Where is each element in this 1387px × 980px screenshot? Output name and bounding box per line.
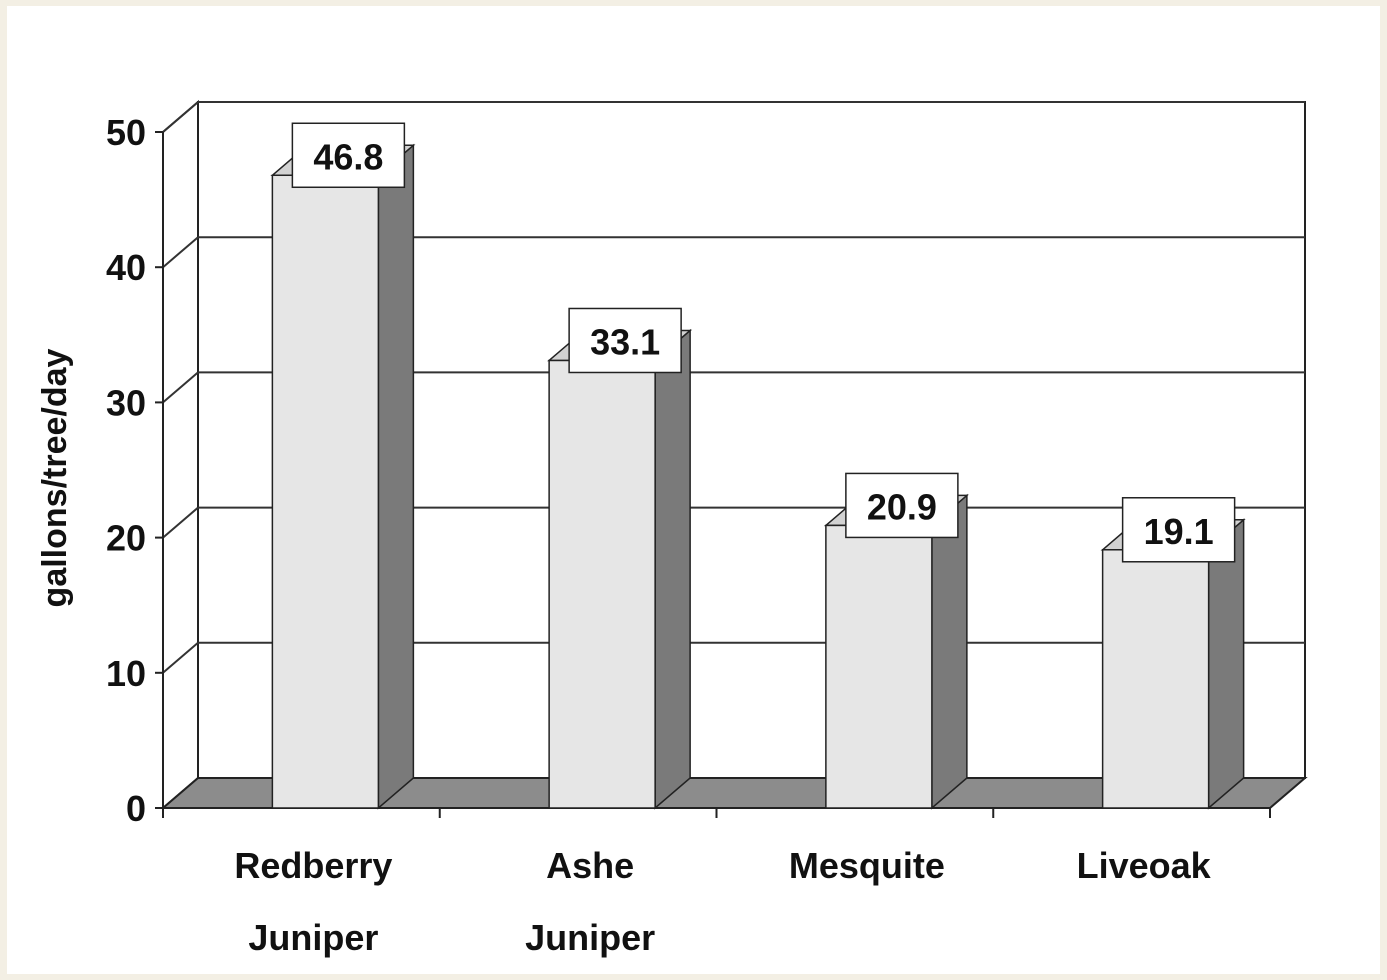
- y-axis-title: gallons/tree/day: [36, 348, 74, 607]
- gridline-side: [162, 101, 199, 133]
- chart-frame: 0 10 20 30 40 50 gallons/tree/day 46.8 Redberry J…: [7, 6, 1380, 974]
- data-label-box: [845, 472, 959, 539]
- bar-side: [377, 143, 415, 810]
- bar-side: [1207, 518, 1245, 810]
- y-tick-label: 0: [126, 788, 146, 829]
- x-tick-label: Redberry: [234, 845, 392, 886]
- bar: [825, 524, 933, 809]
- y-tick-label: 20: [106, 518, 146, 559]
- bar-side: [931, 493, 968, 810]
- bar: [1101, 549, 1210, 809]
- y-tick-label: 30: [106, 382, 146, 423]
- data-label: 19.1: [1144, 511, 1214, 552]
- gridline-side: [162, 506, 199, 539]
- y-tick-label: 50: [106, 112, 146, 153]
- x-tick-label: Juniper: [248, 917, 378, 958]
- data-label-box: [568, 307, 682, 374]
- x-tick-label: Juniper: [525, 917, 655, 958]
- bar-side: [654, 328, 691, 810]
- data-label: 20.9: [867, 486, 937, 527]
- y-tick-label: 40: [106, 247, 146, 288]
- gridline-side: [162, 371, 199, 404]
- y-tick-label: 10: [106, 653, 146, 694]
- data-label: 33.1: [590, 321, 660, 362]
- data-label: 46.8: [313, 136, 383, 177]
- data-label-box: [291, 122, 406, 189]
- bar: [548, 359, 656, 809]
- gridline-side: [162, 642, 199, 674]
- side-wall: [162, 99, 199, 811]
- bar-chart: 0 10 20 30 40 50 gallons/tree/day 46.8 Redberry J…: [36, 99, 1308, 958]
- data-label-box: [1121, 497, 1236, 563]
- gridline-side: [162, 236, 199, 268]
- x-tick-label: Mesquite: [789, 845, 945, 886]
- bar: [271, 174, 380, 809]
- x-tick-label: Liveoak: [1077, 845, 1212, 886]
- x-tick-label: Ashe: [546, 845, 634, 886]
